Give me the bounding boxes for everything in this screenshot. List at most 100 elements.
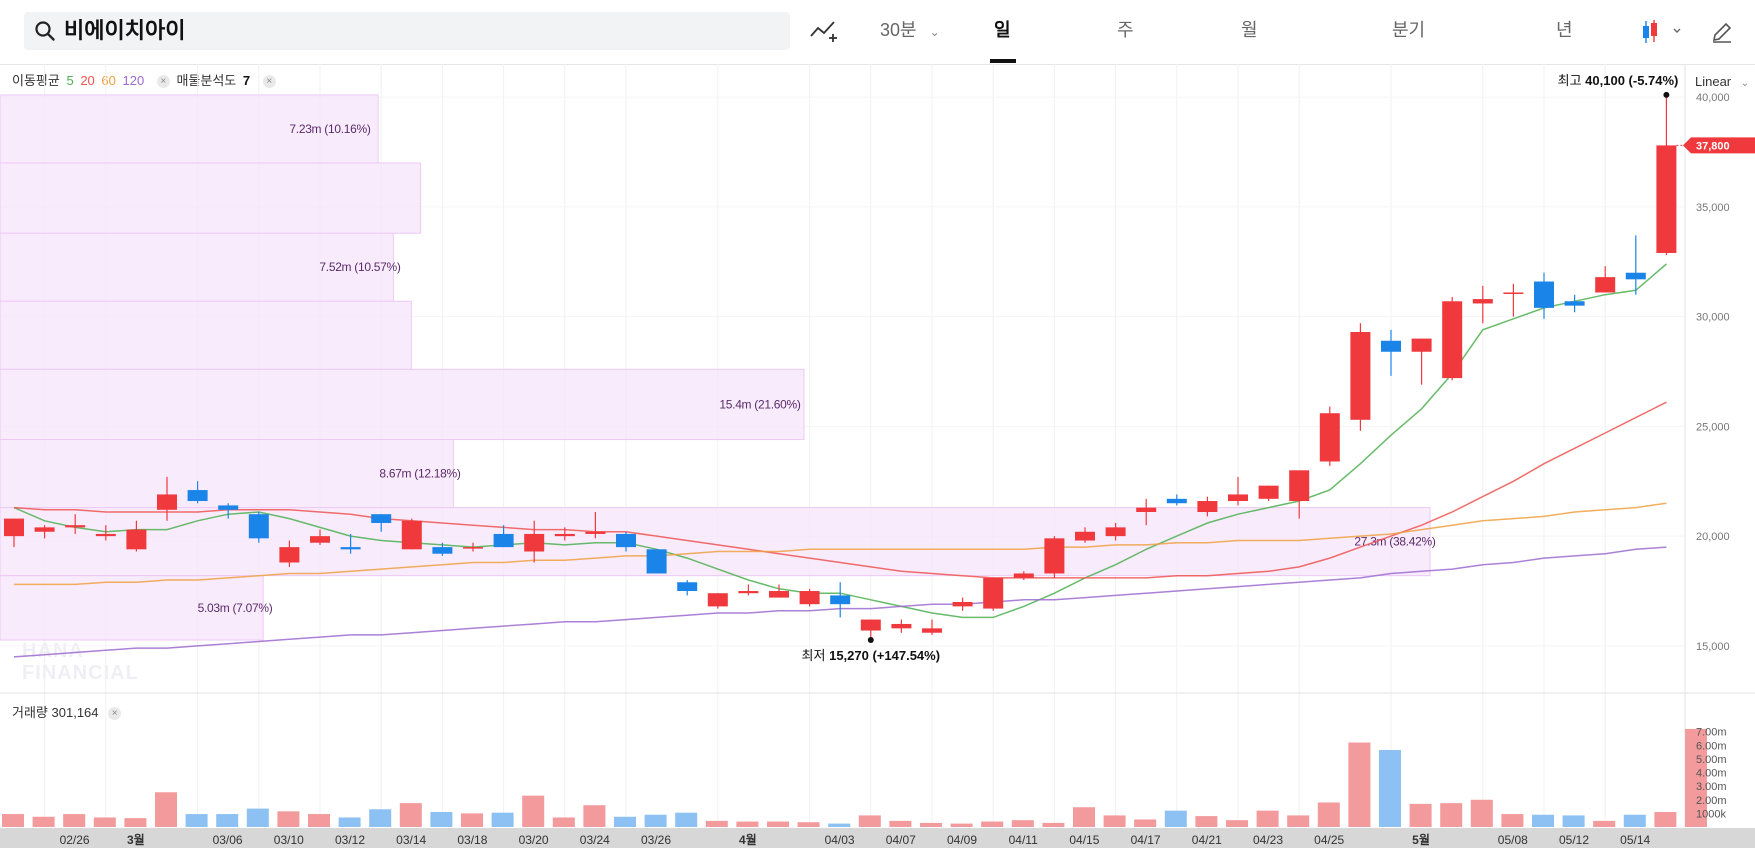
volume-bar bbox=[858, 815, 881, 827]
volume-axis-tick: 7.00m bbox=[1696, 727, 1727, 739]
remove-ma-close-icon[interactable]: × bbox=[156, 75, 170, 89]
ma-5-label: 5 bbox=[66, 73, 74, 88]
x-axis-tick: 04/23 bbox=[1253, 833, 1283, 847]
volume-bar bbox=[430, 812, 453, 827]
x-axis-tick: 04/25 bbox=[1314, 833, 1344, 847]
interval-dropdown[interactable]: 30분 ⌄ bbox=[880, 18, 940, 44]
high-marker bbox=[1663, 91, 1670, 98]
x-axis-tick: 03/12 bbox=[335, 833, 365, 847]
volume-profile-label: 7.23m (10.16%) bbox=[289, 122, 370, 136]
x-axis-tick: 03/14 bbox=[396, 833, 426, 847]
stock-search-box[interactable]: 비에이치아이 bbox=[24, 12, 790, 50]
volume-bar bbox=[583, 805, 606, 827]
candle-up bbox=[1350, 332, 1371, 420]
volume-bar bbox=[797, 822, 820, 827]
candle-down bbox=[1381, 340, 1401, 352]
volume-bar bbox=[522, 795, 545, 827]
volume-axis-tick: 4.00m bbox=[1696, 768, 1727, 780]
tab-period-month[interactable]: 월 bbox=[1241, 20, 1258, 40]
volume-bar bbox=[32, 816, 55, 827]
volume-bar bbox=[308, 814, 330, 827]
volume-bar bbox=[675, 812, 698, 827]
candle-down bbox=[340, 547, 361, 550]
indicator-add-icon[interactable] bbox=[808, 16, 840, 46]
price-axis-tick: 15,000 bbox=[1696, 641, 1730, 653]
candle-down bbox=[646, 549, 667, 574]
remove-volume-close-icon[interactable]: × bbox=[108, 707, 122, 721]
volume-profile-bar bbox=[0, 94, 379, 164]
volume-axis-tick: 2.00m bbox=[1696, 795, 1727, 807]
x-axis-tick: 02/26 bbox=[60, 833, 90, 847]
tab-period-week[interactable]: 주 bbox=[1117, 20, 1134, 40]
volume-axis-tick: 6.00m bbox=[1696, 740, 1727, 752]
candle-up bbox=[1197, 501, 1218, 512]
x-axis-tick: 05/14 bbox=[1620, 833, 1650, 847]
volume-bar bbox=[1256, 810, 1279, 827]
interval-dropdown-label: 30분 bbox=[880, 20, 917, 40]
tab-period-day[interactable]: 일 bbox=[994, 20, 1011, 40]
candle-down bbox=[371, 514, 392, 523]
volume-bar bbox=[736, 821, 759, 827]
candle-up bbox=[1258, 485, 1279, 499]
volume-bar bbox=[1226, 820, 1248, 827]
volume-bar bbox=[155, 792, 177, 827]
volume-bar bbox=[1440, 803, 1463, 827]
last-price-label: 37,800 bbox=[1696, 140, 1730, 152]
stock-name[interactable]: 비에이치아이 bbox=[64, 18, 186, 43]
candle-up bbox=[463, 547, 483, 549]
volume-profile-bar bbox=[0, 507, 1431, 577]
volume-profile-bar bbox=[0, 232, 394, 302]
volume-bar bbox=[889, 820, 912, 827]
volume-bar bbox=[1501, 814, 1524, 827]
tab-period-year[interactable]: 년 bbox=[1556, 20, 1573, 40]
x-axis-tick: 4월 bbox=[739, 832, 757, 847]
tab-period-quarter[interactable]: 분기 bbox=[1392, 20, 1426, 40]
volume-profile-bar bbox=[0, 575, 264, 641]
scale-mode-dropdown[interactable]: Linear ⌄ bbox=[1695, 74, 1749, 89]
candle-up bbox=[922, 628, 942, 633]
volume-profile-bar bbox=[0, 300, 412, 370]
volume-bar bbox=[124, 818, 147, 827]
ma-20-label: 20 bbox=[80, 73, 95, 88]
x-axis-tick: 3월 bbox=[127, 832, 145, 847]
volume-bar bbox=[1409, 803, 1432, 827]
low-annotation: 최저 15,270 (+147.54%) bbox=[802, 648, 941, 663]
volume-profile-label: 5.03m (7.07%) bbox=[198, 601, 273, 615]
last-price-tag bbox=[1683, 137, 1755, 154]
x-axis-tick: 04/03 bbox=[825, 833, 855, 847]
volume-bar bbox=[920, 822, 942, 827]
candle-up bbox=[799, 591, 820, 605]
x-axis-tick: 03/10 bbox=[274, 833, 304, 847]
candle-down bbox=[1166, 498, 1187, 504]
ma-120-label: 120 bbox=[122, 73, 145, 88]
candle-up bbox=[1411, 338, 1432, 352]
volume-bar bbox=[399, 803, 422, 827]
x-axis-tick: 04/09 bbox=[947, 833, 977, 847]
volume-bar bbox=[1562, 815, 1585, 827]
price-axis-tick: 35,000 bbox=[1696, 202, 1730, 214]
candle-up bbox=[1289, 470, 1310, 502]
price-axis-tick: 20,000 bbox=[1696, 531, 1730, 543]
x-axis-tick: 03/06 bbox=[213, 833, 243, 847]
candle-down bbox=[248, 514, 269, 539]
volume-panel-title: 거래량 301,164 × bbox=[12, 702, 133, 721]
candle-up bbox=[1105, 527, 1126, 537]
x-axis-tick: 5월 bbox=[1412, 832, 1430, 847]
x-axis-tick: 04/07 bbox=[886, 833, 916, 847]
candle-up bbox=[891, 623, 912, 629]
remove-volume-profile-close-icon[interactable]: × bbox=[262, 75, 276, 89]
candle-type-icon[interactable] bbox=[1640, 18, 1684, 46]
candle-up bbox=[769, 591, 789, 598]
candle-up bbox=[1319, 413, 1340, 462]
moving-average-60-line bbox=[14, 502, 1667, 586]
candle-up bbox=[65, 525, 86, 528]
indicator-legend: 이동평균 5 20 60 120 × 매물분석도 7 × bbox=[12, 70, 279, 89]
high-annotation: 최고 40,100 (-5.74%) bbox=[1558, 73, 1679, 88]
volume-bar bbox=[552, 817, 575, 827]
pencil-icon[interactable] bbox=[1710, 20, 1734, 44]
volume-bar bbox=[1654, 812, 1677, 827]
volume-profile-bar bbox=[0, 368, 805, 441]
candle-up bbox=[1503, 292, 1524, 294]
volume-bar bbox=[491, 812, 514, 827]
